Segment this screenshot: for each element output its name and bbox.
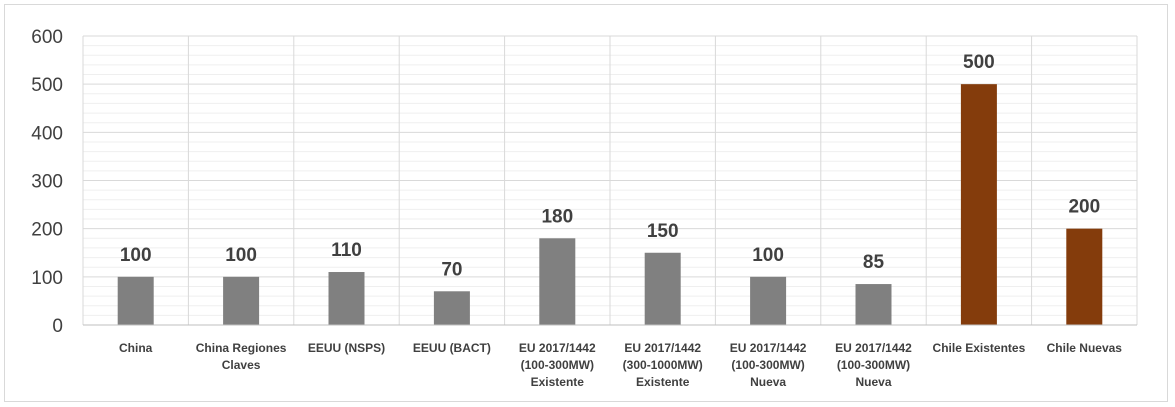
data-label: 180 [541, 206, 573, 227]
data-label: 100 [225, 245, 257, 266]
x-tick-label: EEUU (NSPS) [308, 341, 385, 355]
y-tick-label: 300 [31, 172, 63, 193]
data-label: 100 [752, 245, 784, 266]
y-tick-label: 100 [31, 268, 63, 289]
x-tick-label: (100-300MW) [731, 358, 804, 372]
bar [539, 238, 576, 325]
bar [750, 276, 787, 325]
x-tick-label: (100-300MW) [521, 358, 594, 372]
x-tick-label: EU 2017/1442 [730, 341, 807, 355]
x-tick-label: Nueva [855, 375, 891, 389]
y-tick-label: 500 [31, 75, 63, 96]
y-tick-label: 600 [31, 27, 63, 48]
bar [855, 284, 892, 325]
data-label: 150 [647, 221, 679, 242]
y-tick-label: 400 [31, 123, 63, 144]
x-tick-label: EU 2017/1442 [835, 341, 912, 355]
x-tick-label: Chile Existentes [933, 341, 1026, 355]
x-tick-label: China Regiones [196, 341, 287, 355]
x-tick-label: China [119, 341, 153, 355]
data-label: 200 [1068, 197, 1100, 218]
y-tick-label: 200 [31, 220, 63, 241]
x-tick-label: EU 2017/1442 [519, 341, 596, 355]
data-label: 70 [441, 259, 462, 280]
x-tick-label: Claves [222, 358, 261, 372]
x-tick-label: Existente [531, 375, 585, 389]
bar [223, 276, 260, 325]
x-tick-label: Chile Nuevas [1047, 341, 1123, 355]
bar [328, 272, 365, 325]
bar [433, 291, 470, 325]
bar [117, 276, 154, 325]
bar [644, 252, 681, 325]
x-tick-label: Nueva [750, 375, 786, 389]
x-tick-label: (100-300MW) [837, 358, 910, 372]
x-tick-label: EEUU (BACT) [413, 341, 491, 355]
y-tick-label: 0 [52, 316, 63, 337]
x-tick-label: EU 2017/1442 [624, 341, 701, 355]
data-label: 100 [120, 245, 152, 266]
x-tick-label: Existente [636, 375, 690, 389]
x-tick-label: (300-1000MW) [623, 358, 703, 372]
data-label: 110 [331, 240, 362, 261]
data-label: 500 [963, 52, 995, 73]
data-label: 85 [863, 252, 885, 273]
bar [960, 84, 997, 326]
bar [1066, 228, 1103, 325]
